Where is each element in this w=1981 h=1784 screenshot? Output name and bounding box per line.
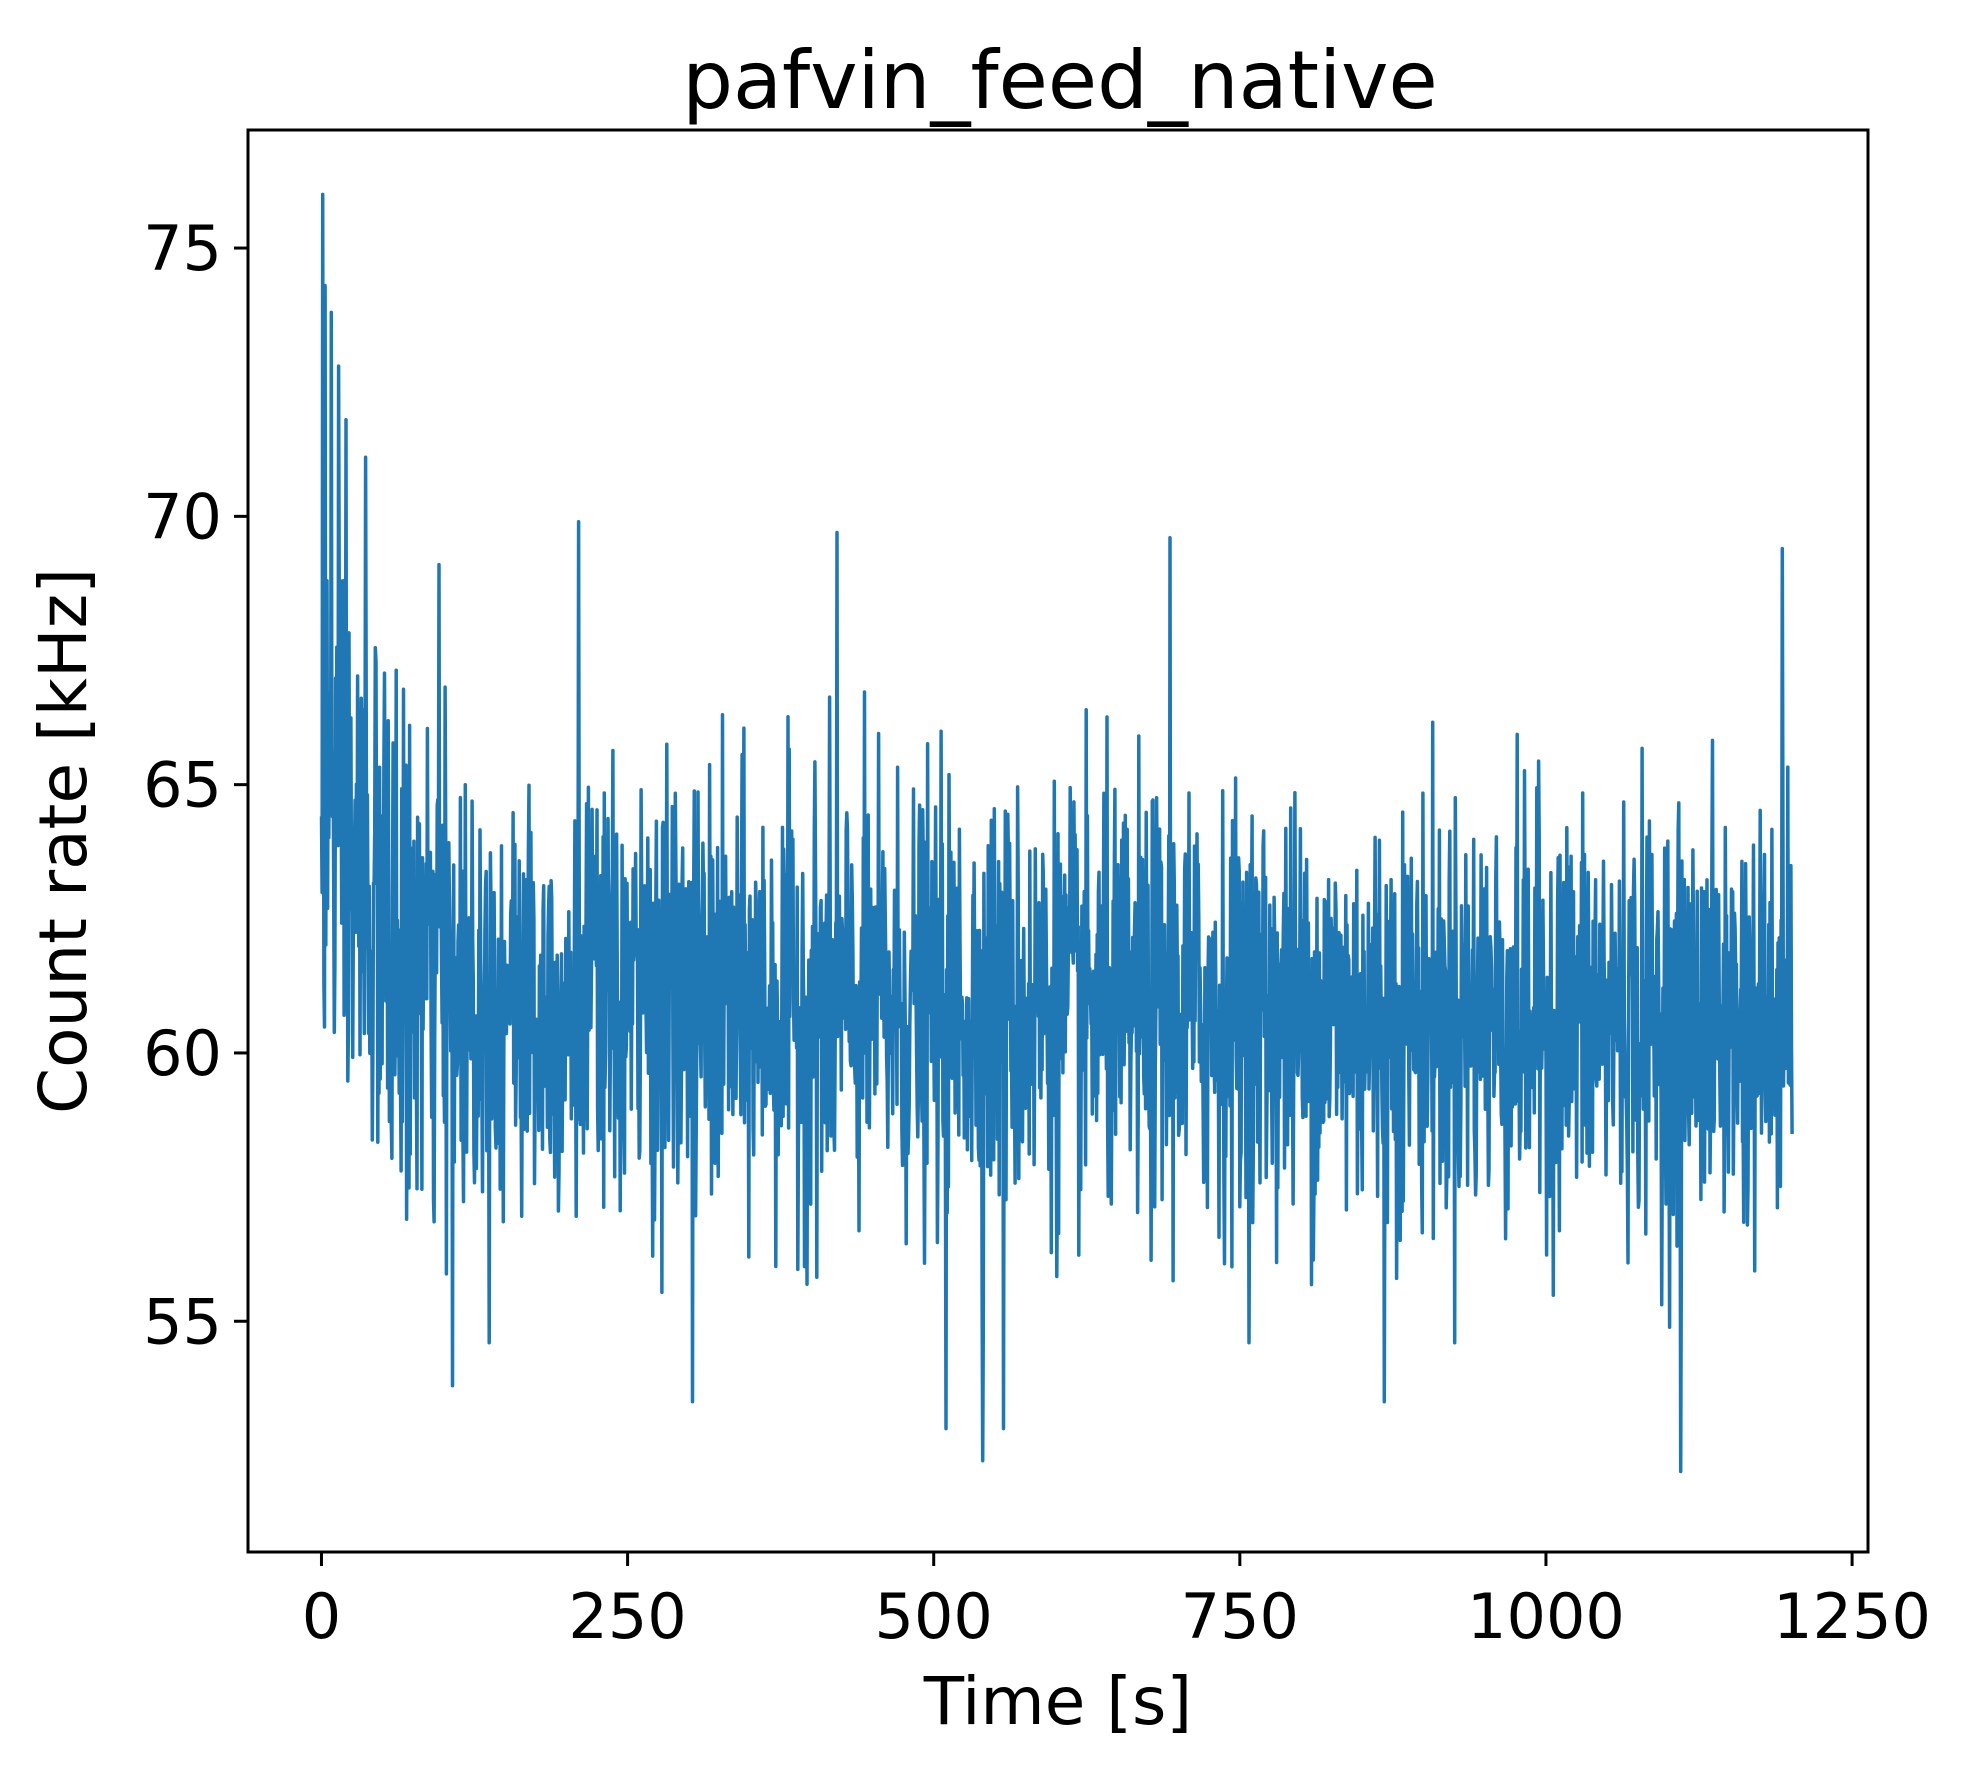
- x-tick-label: 1250: [1773, 1580, 1931, 1653]
- x-tick-label: 750: [1181, 1580, 1299, 1653]
- y-tick-label: 55: [143, 1285, 222, 1358]
- x-tick-label: 500: [875, 1580, 993, 1653]
- plot-frame: [246, 128, 1870, 1554]
- chart-title: pafvin_feed_native: [682, 34, 1438, 127]
- count-rate-series-line: [319, 192, 1794, 1474]
- series-layer: [319, 192, 1794, 1474]
- x-axis-label: Time [s]: [923, 1663, 1192, 1740]
- y-axis: 55 60 65 70 75: [143, 212, 248, 1358]
- y-tick-label: 70: [143, 480, 222, 553]
- x-axis: 0 250 500 750 1000 1250: [302, 1552, 1931, 1653]
- plot-area: [246, 128, 1870, 1554]
- y-tick-label: 65: [143, 749, 222, 822]
- y-tick-label: 75: [143, 212, 222, 285]
- x-tick-label: 250: [568, 1580, 686, 1653]
- x-tick-label: 0: [302, 1580, 341, 1653]
- x-tick-label: 1000: [1467, 1580, 1625, 1653]
- y-axis-label: Count rate [kHz]: [25, 568, 102, 1114]
- y-tick-label: 60: [143, 1017, 222, 1090]
